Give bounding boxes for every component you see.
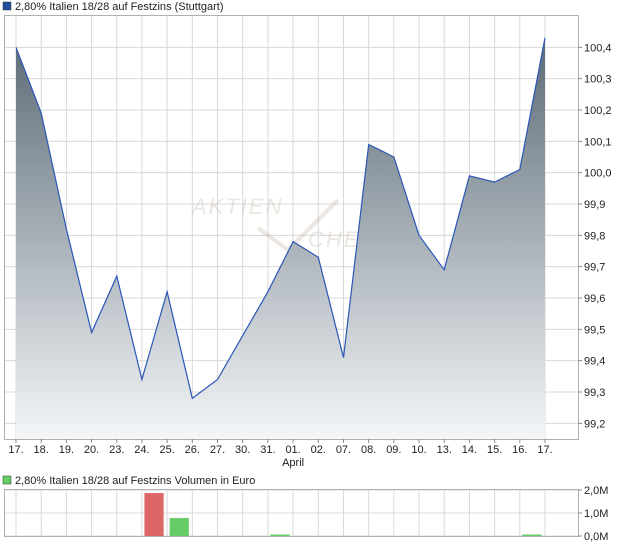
x-tick-label: 13.: [437, 444, 452, 456]
x-tick-label: 08.: [361, 444, 376, 456]
price-y-tick-label: 99,5: [584, 324, 605, 336]
volume-bar: [144, 492, 164, 536]
x-tick-label: 20.: [84, 444, 99, 456]
watermark-word1: AKTIEN: [190, 194, 283, 219]
x-tick-label: 17.: [8, 444, 23, 456]
price-y-tick-label: 99,2: [584, 418, 605, 430]
price-y-tick-label: 100,4: [584, 42, 612, 54]
volume-y-axis: 0,0M 1,0M 2,0M: [578, 485, 608, 543]
x-tick-label: 14.: [462, 444, 477, 456]
price-y-tick-label: 99,4: [584, 356, 605, 368]
x-tick-label: 01.: [285, 444, 300, 456]
x-tick-label: 17.: [537, 444, 552, 456]
volume-bars: [144, 492, 542, 536]
price-panel-frame: [4, 15, 579, 440]
price-legend-label: 2,80% Italien 18/28 auf Festzins (Stuttg…: [15, 1, 224, 13]
price-y-axis: 99,2 99,3 99,4 99,5 99,6 99,7 99,8 99,9 100,0 100…: [578, 42, 612, 430]
price-y-tick-label: 100,0: [584, 168, 612, 180]
price-y-tick-label: 100,1: [584, 136, 612, 148]
price-line: [15, 37, 546, 400]
x-tick-label: 10.: [411, 444, 426, 456]
x-tick-label: 18.: [34, 444, 49, 456]
price-y-tick-label: 99,9: [584, 199, 605, 211]
x-axis: 17. 18. 19. 20. 23. 24. 25. 26. 27. 30. 31. 01. 02. 0…: [8, 439, 553, 469]
volume-y-tick-label: 0,0M: [584, 531, 608, 543]
price-y-tick-label: 99,3: [584, 387, 605, 399]
x-month-label: April: [282, 457, 304, 469]
volume-bar: [270, 534, 290, 536]
volume-legend-label: 2,80% Italien 18/28 auf Festzins Volumen…: [15, 475, 255, 487]
price-y-tick-label: 99,6: [584, 293, 605, 305]
x-tick-label: 09.: [386, 444, 401, 456]
volume-y-tick-label: 1,0M: [584, 508, 608, 520]
x-tick-label: 23.: [109, 444, 124, 456]
price-y-tick-label: 99,8: [584, 230, 605, 242]
watermark-check-mark: [256, 198, 340, 253]
price-y-tick-label: 99,7: [584, 262, 605, 274]
x-tick-label: 25.: [159, 444, 174, 456]
volume-bar: [169, 518, 189, 536]
x-tick-label: 24.: [134, 444, 149, 456]
x-tick-label: 27.: [210, 444, 225, 456]
volume-grid: [5, 489, 578, 537]
x-tick-label: 31.: [260, 444, 275, 456]
price-legend-swatch: [2, 1, 12, 11]
x-tick-label: 07.: [336, 444, 351, 456]
price-y-tick-label: 100,2: [584, 105, 612, 117]
volume-y-tick-label: 2,0M: [584, 485, 608, 497]
x-tick-label: 16.: [512, 444, 527, 456]
x-tick-label: 02.: [311, 444, 326, 456]
x-tick-label: 15.: [487, 444, 502, 456]
price-y-tick-label: 100,3: [584, 74, 612, 86]
volume-legend-swatch: [2, 475, 12, 485]
x-tick-label: 19.: [59, 444, 74, 456]
x-tick-label: 30.: [235, 444, 250, 456]
volume-bar: [522, 534, 542, 536]
price-area: [16, 37, 545, 440]
x-tick-label: 26.: [185, 444, 200, 456]
